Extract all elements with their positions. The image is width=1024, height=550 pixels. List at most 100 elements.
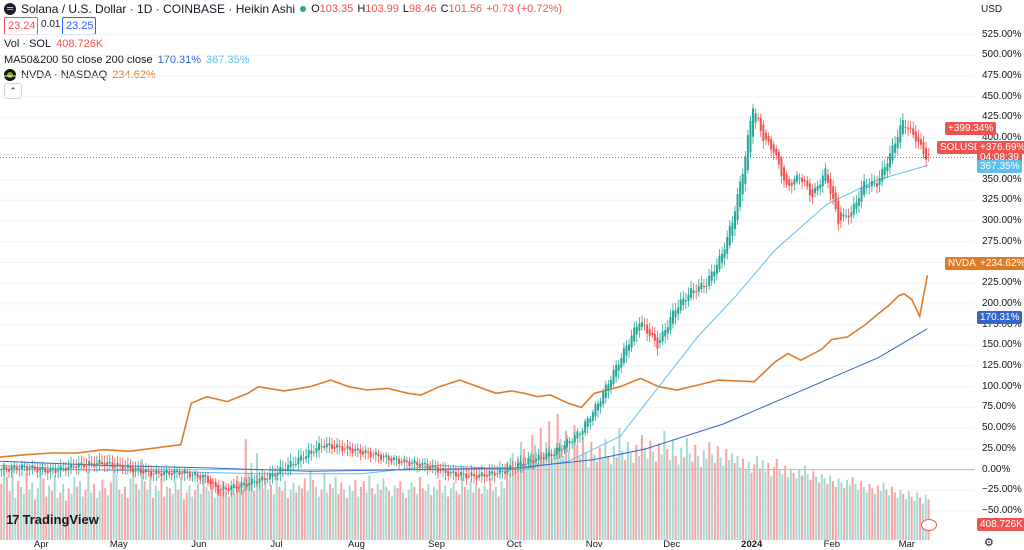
volume-bar xyxy=(109,482,112,540)
candle-body xyxy=(95,463,98,466)
volume-bar xyxy=(744,470,747,540)
volume-bar xyxy=(764,471,767,540)
candle-body xyxy=(801,177,804,182)
y-tick-label: 475.00% xyxy=(982,70,1022,81)
volume-bar xyxy=(438,479,441,540)
candle-body xyxy=(519,462,522,466)
candle-body xyxy=(881,168,884,182)
candle-body xyxy=(225,487,228,490)
volume-bar xyxy=(121,493,124,540)
ma-legend[interactable]: MA50&200 50 close 200 close 170.31% 367.… xyxy=(4,54,249,66)
volume-bar xyxy=(713,463,716,540)
gear-icon[interactable]: ⚙ xyxy=(984,537,994,549)
candle-body xyxy=(403,458,406,463)
volume-bar xyxy=(579,457,582,540)
symbol-title[interactable]: Solana / U.S. Dollar · 1D · COINBASE · H… xyxy=(21,2,296,16)
candle-body xyxy=(452,471,455,473)
candle-body xyxy=(454,472,457,477)
candle-body xyxy=(33,466,36,470)
compare-label: NVDA · NASDAQ xyxy=(21,69,108,81)
candle-body xyxy=(297,457,300,465)
volume-bar xyxy=(115,474,118,540)
volume-legend[interactable]: Vol · SOL 408.726K xyxy=(4,38,103,50)
candle-body xyxy=(191,474,194,476)
volume-bar xyxy=(511,453,514,540)
candle-body xyxy=(467,475,470,477)
candle-body xyxy=(527,458,530,465)
candle-body xyxy=(511,467,514,469)
candle-body xyxy=(922,142,925,155)
candle-body xyxy=(899,125,902,143)
candle-body xyxy=(333,446,336,449)
candle-body xyxy=(506,468,509,473)
volume-bar xyxy=(430,495,433,540)
volume-bar xyxy=(581,436,584,540)
candle-body xyxy=(630,335,633,348)
x-tick-label: Nov xyxy=(585,539,603,550)
candle-body xyxy=(721,253,724,263)
volume-bar xyxy=(649,440,652,540)
candle-body xyxy=(625,345,628,356)
candle-body xyxy=(457,474,460,477)
tradingview-wordmark: TradingView xyxy=(22,512,99,527)
volume-bar xyxy=(270,485,273,540)
volume-bar xyxy=(595,461,598,540)
currency-label[interactable]: USD xyxy=(981,4,1003,15)
volume-bar xyxy=(435,489,438,540)
volume-bar xyxy=(421,488,424,540)
candle-body xyxy=(354,449,357,451)
y-tick-label: 525.00% xyxy=(982,28,1022,40)
volume-bar xyxy=(258,482,261,540)
volume-bar xyxy=(691,461,694,540)
candle-body xyxy=(374,452,377,455)
volume-bar xyxy=(348,485,351,540)
y-tick-label: 0.00% xyxy=(982,463,1011,475)
symbol-header[interactable]: Solana / U.S. Dollar · 1D · COINBASE · H… xyxy=(4,2,566,16)
volume-bar xyxy=(146,489,149,540)
volume-bar xyxy=(196,482,199,540)
x-tick-label: Aug xyxy=(348,539,365,550)
volume-bar xyxy=(699,467,702,540)
volume-bar xyxy=(292,482,295,540)
candle-body xyxy=(653,333,656,341)
compare-legend[interactable]: NVDA · NASDAQ 234.62% xyxy=(4,69,156,81)
candle-body xyxy=(842,214,845,217)
event-flag-icon[interactable] xyxy=(921,519,937,531)
volume-bar xyxy=(565,430,568,540)
x-tick-label: Feb xyxy=(823,539,841,550)
volume-bar xyxy=(767,463,770,540)
candle-body xyxy=(571,441,574,443)
volume-bar xyxy=(772,467,775,540)
volume-bar xyxy=(761,460,764,540)
volume-bar xyxy=(795,478,798,540)
volume-bar xyxy=(469,481,472,540)
candle-body xyxy=(793,179,796,185)
volume-bar xyxy=(458,493,461,540)
ohlc-key: C xyxy=(440,3,449,15)
volume-bar xyxy=(719,457,722,540)
candle-body xyxy=(516,463,519,469)
volume-bar xyxy=(539,428,542,540)
candle-body xyxy=(764,132,767,140)
candle-body xyxy=(31,465,34,469)
candle-body xyxy=(504,471,507,474)
volume-bar xyxy=(171,493,174,540)
candle-body xyxy=(522,463,525,467)
candle-body xyxy=(152,473,155,475)
volume-bar xyxy=(626,442,629,540)
tradingview-logo[interactable]: 17 TradingView xyxy=(6,512,99,527)
volume-bar xyxy=(104,488,107,540)
volume-bar xyxy=(371,488,374,540)
volume-bar xyxy=(570,463,573,540)
buy-price-button[interactable]: 23.25 xyxy=(62,17,96,35)
volume-bar xyxy=(461,475,464,540)
volume-bar xyxy=(202,474,205,540)
candle-body xyxy=(449,472,452,474)
sell-price-button[interactable]: 23.24 xyxy=(4,17,38,35)
volume-bar xyxy=(694,444,697,540)
chevron-up-icon[interactable]: ⌃ xyxy=(4,83,22,99)
volume-bar xyxy=(548,421,551,540)
y-tick-label: 75.00% xyxy=(982,401,1016,413)
candle-body xyxy=(44,468,47,473)
